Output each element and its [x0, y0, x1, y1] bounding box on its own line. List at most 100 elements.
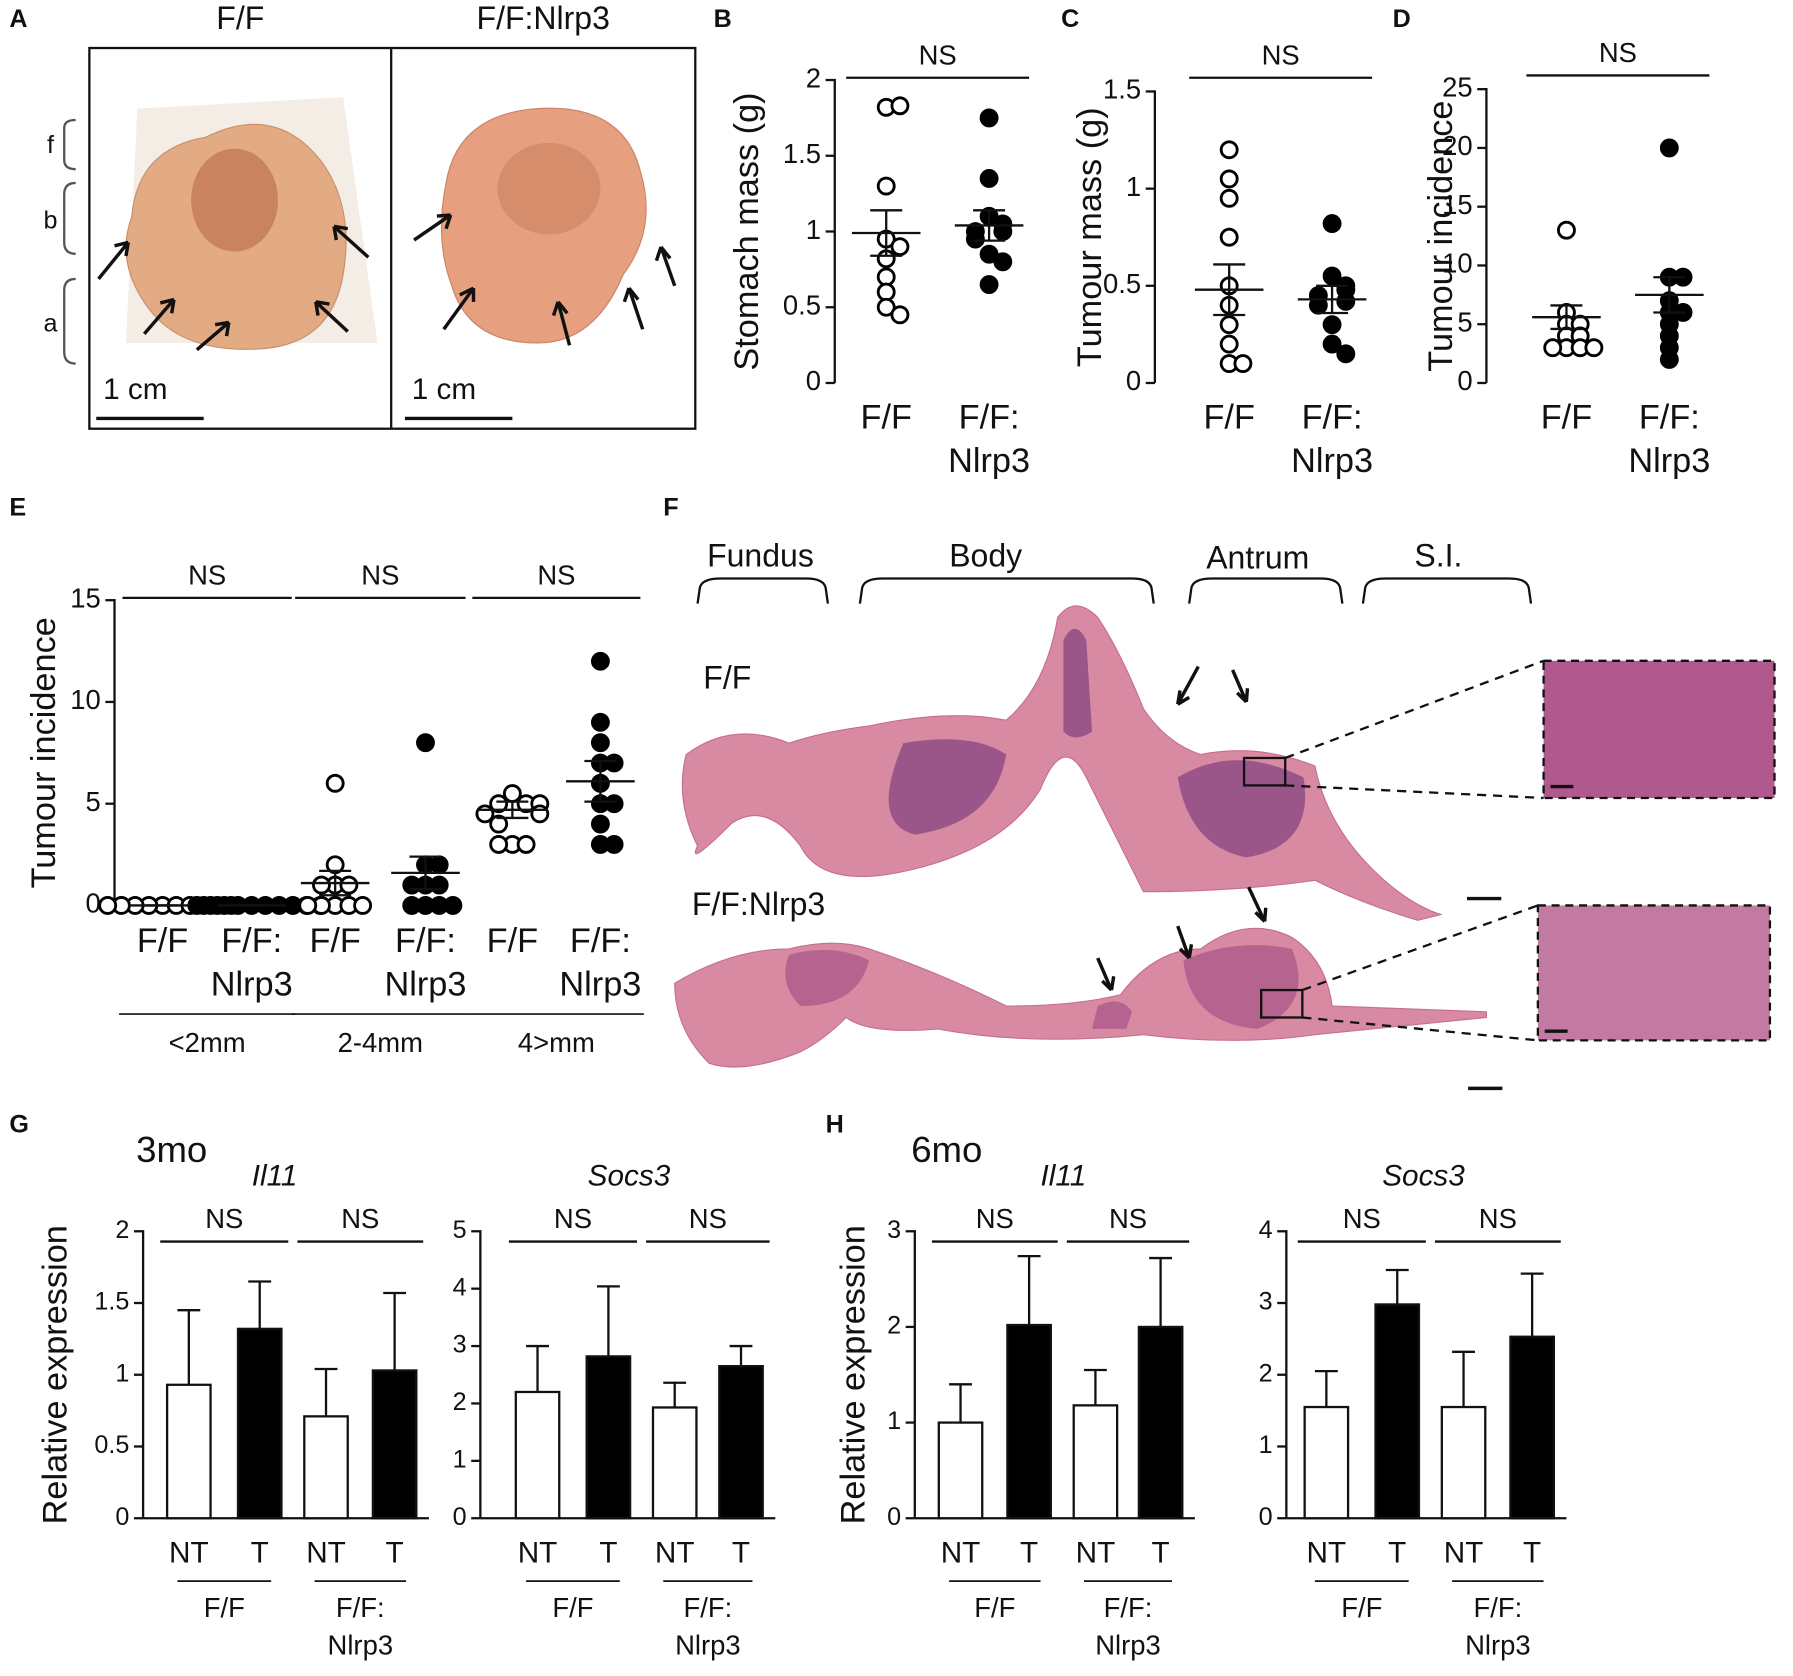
data-point	[876, 267, 896, 287]
group-label: F/F:	[683, 1592, 732, 1623]
x-tick-label: F/F:	[570, 922, 631, 960]
data-point	[604, 794, 624, 814]
photo-title: F/F:Nlrp3	[477, 0, 610, 36]
bar	[937, 1421, 984, 1520]
photo-title: F/F	[216, 0, 264, 36]
scale-bar-label: 1 cm	[412, 373, 476, 406]
comparison-label: NS	[1262, 39, 1300, 70]
error-bar	[383, 1291, 407, 1371]
data-point	[516, 834, 536, 854]
y-tick-label: 5	[86, 786, 101, 817]
x-tick-label: T	[599, 1537, 617, 1570]
data-point	[530, 804, 550, 824]
y-tick-label: 0	[887, 1503, 901, 1531]
y-tick-label: 2	[453, 1388, 467, 1416]
data-point	[429, 875, 449, 895]
y-axis-label: Relative expression	[36, 1225, 74, 1524]
panel-letter: B	[714, 5, 732, 33]
bar	[718, 1365, 764, 1520]
y-tick-label: 3	[887, 1216, 901, 1244]
group-label: 2-4mm	[338, 1027, 423, 1058]
y-tick-label: 2	[115, 1216, 129, 1244]
x-tick-label: T	[1523, 1537, 1541, 1570]
region-label: Fundus	[707, 537, 814, 573]
y-tick-label: 1	[887, 1407, 901, 1435]
chart-title: Socs3	[1382, 1159, 1465, 1192]
data-point	[312, 875, 331, 895]
x-tick-label: NT	[306, 1537, 346, 1570]
data-point	[1584, 338, 1604, 358]
data-point	[402, 875, 422, 895]
data-point	[965, 229, 985, 249]
photo-panel: F/F F/F:Nlrp3 f b a 1 cm 1 cm	[44, 0, 697, 430]
x-tick-label: F/F	[1541, 399, 1592, 437]
y-tick-label: 2	[806, 62, 821, 93]
group-label: 4>mm	[518, 1027, 595, 1058]
data-point	[298, 896, 318, 915]
y-tick-label: 20	[1442, 130, 1473, 161]
x-tick-label: NT	[1307, 1537, 1347, 1570]
data-point	[1322, 334, 1342, 354]
x-tick-label: NT	[1076, 1537, 1116, 1570]
inset-connectors	[1284, 659, 1544, 1042]
inset-box	[1242, 756, 1287, 787]
group-label: F/F	[552, 1592, 593, 1623]
bar	[1509, 1335, 1556, 1520]
data-point	[1557, 220, 1576, 240]
group-label: Nlrp3	[1465, 1630, 1531, 1661]
data-point	[489, 794, 509, 814]
comparison-label: NS	[341, 1203, 379, 1234]
data-point	[1219, 169, 1239, 189]
y-tick-label: 0.5	[1103, 268, 1141, 299]
data-point	[890, 305, 910, 325]
region-brackets	[696, 577, 1533, 604]
data-point	[890, 237, 910, 257]
y-tick-label: 3	[1259, 1288, 1273, 1316]
panel-title: 6mo	[911, 1129, 982, 1170]
y-tick-label: 1	[453, 1445, 467, 1473]
bar	[1137, 1325, 1184, 1520]
region-label: S.I.	[1414, 537, 1462, 573]
x-tick-label: Nlrp3	[1291, 442, 1373, 480]
region-label: Body	[949, 537, 1022, 573]
y-tick-label: 0	[1126, 365, 1141, 396]
data-point	[1322, 315, 1342, 335]
x-tick-label: T	[1388, 1537, 1406, 1570]
y-tick-label: 2	[1259, 1359, 1273, 1387]
group-label: Nlrp3	[675, 1630, 741, 1661]
x-tick-label: T	[386, 1537, 404, 1570]
y-tick-label: 0.5	[94, 1431, 129, 1459]
y-tick-label: 1	[1259, 1431, 1273, 1459]
comparison-label: NS	[188, 560, 226, 591]
bracket-label: b	[44, 206, 58, 234]
tissue-tumour	[785, 945, 1299, 1029]
scale-bar-label: 1 cm	[103, 373, 167, 406]
y-axis-label: Relative expression	[834, 1225, 872, 1524]
tissue-tumour	[888, 628, 1306, 858]
comparison-label: NS	[1109, 1203, 1147, 1234]
data-point	[1219, 188, 1239, 208]
data-point	[1219, 140, 1239, 160]
sem-bar	[1550, 304, 1583, 331]
bar	[1374, 1303, 1421, 1520]
x-tick-label: NT	[941, 1537, 981, 1570]
x-tick-label: F/F:	[1639, 399, 1700, 437]
error-bar	[526, 1344, 549, 1392]
y-axis-label: Stomach mass (g)	[728, 92, 766, 370]
chart-title: Il11	[252, 1159, 298, 1192]
x-tick-label: F/F	[1203, 399, 1254, 437]
x-tick-label: F/F	[309, 922, 360, 960]
bar	[371, 1369, 418, 1520]
data-point	[590, 651, 610, 671]
y-tick-label: 1.5	[1103, 74, 1141, 105]
data-point	[890, 96, 910, 116]
sem-bar	[1213, 263, 1246, 317]
arrows	[97, 213, 677, 352]
group-label: F/F	[1341, 1592, 1382, 1623]
sem-bar	[1316, 284, 1349, 315]
y-tick-label: 1	[806, 214, 821, 245]
comparison-label: NS	[537, 560, 575, 591]
bar	[1072, 1404, 1119, 1520]
